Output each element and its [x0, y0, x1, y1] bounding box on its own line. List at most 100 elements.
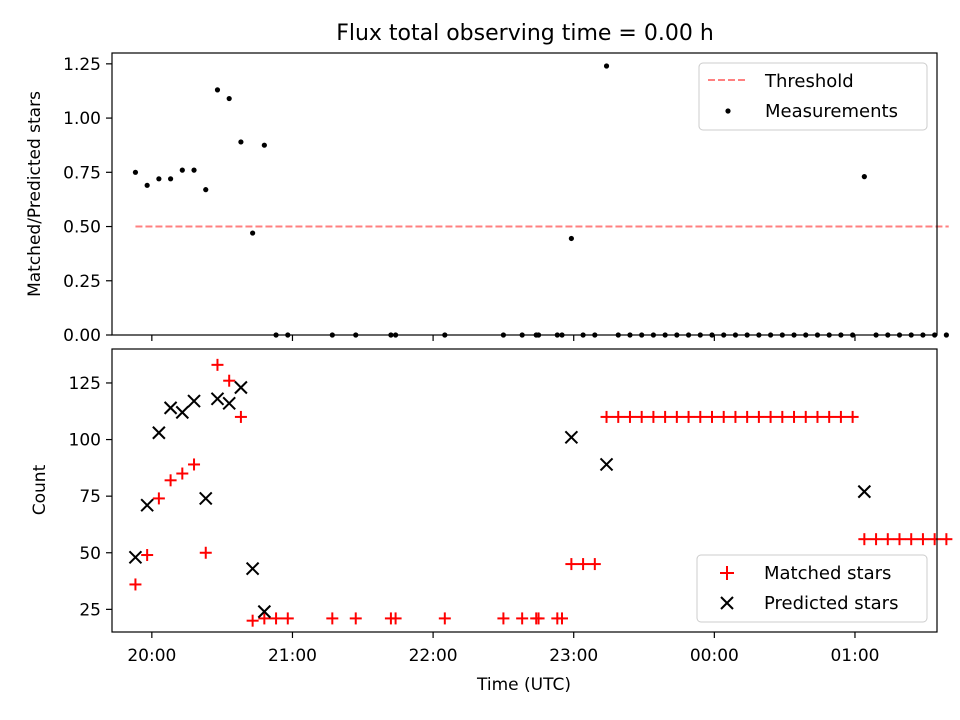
- ratio-y-tick-label: 0.75: [63, 163, 101, 183]
- x-tick-label: 00:00: [690, 646, 739, 666]
- measurement-point: [568, 235, 574, 242]
- predicted-star-point: [175, 405, 190, 420]
- predicted-star-point: [857, 484, 872, 499]
- predicted-legend-marker: [720, 596, 734, 610]
- matched-star-point: [858, 533, 871, 546]
- matched-star-point: [164, 474, 177, 487]
- matched-star-point: [270, 612, 283, 625]
- ratio-y-ticks: 0.00 0.25 0.50 0.75 1.00 1.25: [63, 55, 112, 346]
- measurement-point: [603, 63, 610, 69]
- matched-star-point: [694, 410, 707, 423]
- matched-star-point: [682, 410, 695, 423]
- ratio-y-tick-label: 1.00: [63, 109, 101, 129]
- measurement-point: [179, 167, 185, 173]
- matched-star-point: [811, 410, 824, 423]
- matched-star-point: [788, 410, 801, 423]
- matched-star-point: [234, 410, 247, 423]
- matched-star-point: [776, 410, 789, 423]
- ratio-legend: Threshold Measurements: [698, 62, 928, 131]
- x-tick-label: 23:00: [549, 646, 598, 666]
- measurement-point: [238, 139, 244, 145]
- measurement-point: [191, 167, 197, 173]
- matched-star-point: [916, 533, 929, 546]
- matched-star-point: [438, 612, 451, 625]
- measurement-point: [261, 142, 267, 148]
- matched-star-point: [870, 533, 883, 546]
- measurements-legend-marker: [725, 108, 731, 114]
- matched-star-point: [928, 533, 941, 546]
- predicted-star-point: [599, 457, 614, 472]
- measurement-point: [156, 176, 162, 182]
- matched-star-point: [623, 410, 636, 423]
- matched-star-point: [670, 410, 683, 423]
- count-axes-frame: [111, 348, 938, 633]
- ratio-legend-box: [698, 62, 928, 131]
- matched-star-point: [717, 410, 730, 423]
- matched-star-point: [834, 410, 847, 423]
- matched-star-point: [176, 467, 189, 480]
- matched-star-point: [389, 612, 402, 625]
- matched-star-point: [635, 410, 648, 423]
- matched-star-point: [577, 558, 590, 571]
- measurement-point: [144, 182, 150, 188]
- matched-star-point: [258, 612, 271, 625]
- ratio-y-axis-label: Matched/Predicted stars: [25, 91, 45, 297]
- predicted-star-point: [128, 550, 143, 564]
- predicted-star-point: [564, 430, 579, 445]
- matched-star-point: [326, 612, 339, 625]
- matched-star-point: [706, 410, 718, 423]
- matched-star-point: [497, 612, 510, 625]
- ratio-panel: 0.00 0.25 0.50 0.75 1.00 1.25 Matched/Predict…: [25, 52, 949, 346]
- matched-star-point: [741, 410, 754, 423]
- count-y-ticks: 25 50 75 100 125: [69, 374, 112, 620]
- matched-star-point: [281, 612, 294, 625]
- predicted-star-point: [199, 491, 213, 506]
- ratio-axes-frame: [111, 52, 938, 336]
- count-x-ticks: 20:00 21:00 22:00 23:00 00:00 01:00: [127, 632, 879, 666]
- matched-star-point: [141, 549, 154, 562]
- matched-star-point: [152, 492, 165, 505]
- measurement-point: [167, 176, 174, 182]
- matched-legend-marker: [720, 566, 734, 580]
- matched-star-point: [905, 533, 918, 546]
- matched-star-point: [129, 578, 142, 591]
- matched-star-point: [211, 358, 224, 371]
- matched-star-point: [752, 410, 765, 423]
- count-y-tick-label: 125: [69, 374, 101, 394]
- matched-star-point: [729, 410, 742, 423]
- matched-star-point: [647, 410, 660, 423]
- x-axis-label: Time (UTC): [476, 675, 571, 695]
- predicted-star-point: [245, 561, 260, 576]
- matched-star-point: [349, 612, 362, 625]
- measurement-point: [861, 174, 867, 180]
- count-plot-area: [128, 358, 953, 627]
- matched-star-point: [246, 614, 259, 627]
- count-y-tick-label: 75: [79, 487, 101, 507]
- count-y-tick-label: 50: [79, 544, 101, 564]
- ratio-y-tick-label: 0.50: [63, 218, 101, 238]
- x-tick-label: 01:00: [830, 646, 879, 666]
- matched-star-point: [588, 558, 601, 571]
- predicted-star-point: [187, 394, 201, 408]
- measurement-point: [132, 169, 139, 175]
- count-y-tick-label: 100: [69, 431, 101, 451]
- measurement-point: [250, 230, 256, 236]
- count-panel: 25 50 75 100 125 20:00 21:00 22:00 23:00 00:00 01…: [30, 348, 953, 695]
- predicted-star-point: [140, 498, 154, 512]
- matched-legend-label: Matched stars: [764, 563, 891, 584]
- predicted-star-point: [210, 392, 225, 406]
- predicted-star-point: [257, 604, 272, 619]
- measurement-point: [203, 187, 209, 193]
- measurement-point: [943, 332, 949, 338]
- matched-star-point: [516, 612, 529, 625]
- ratio-x-ticks: [151, 335, 856, 341]
- matched-star-point: [893, 533, 906, 546]
- measurement-point: [226, 95, 232, 102]
- ratio-y-tick-label: 1.25: [63, 55, 101, 75]
- ratio-y-tick-label: 0.25: [63, 272, 101, 292]
- count-legend: Matched stars Predicted stars: [696, 554, 928, 623]
- predicted-star-point: [222, 396, 236, 411]
- matched-star-point: [600, 410, 613, 423]
- matched-star-point: [556, 612, 568, 625]
